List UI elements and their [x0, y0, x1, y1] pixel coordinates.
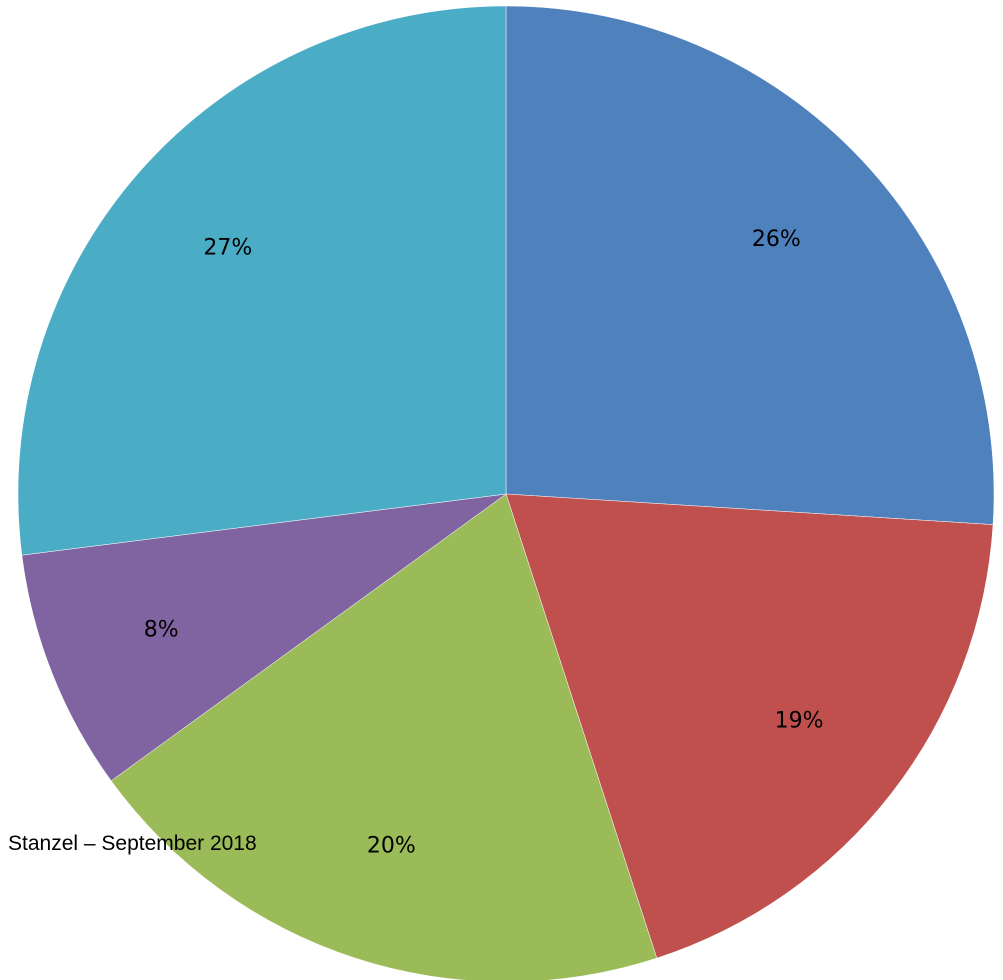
pie-slice-3 — [110, 493, 658, 980]
slice-label-5: 27% — [203, 236, 252, 261]
slice-label-2: 19% — [775, 708, 824, 733]
labels-layer: 26% 19% 20% 8% 27% — [144, 227, 824, 859]
slice-label-4: 8% — [144, 618, 179, 643]
credit-text: Stanzel – September 2018 — [8, 832, 257, 855]
pie-slice-1 — [505, 5, 995, 525]
slice-label-3: 20% — [367, 834, 416, 859]
slices-layer — [17, 5, 995, 980]
pie-slice-2 — [505, 493, 994, 959]
pie-slice-4 — [21, 493, 507, 782]
slice-label-1: 26% — [752, 227, 801, 252]
pie-slice-5 — [17, 5, 507, 556]
